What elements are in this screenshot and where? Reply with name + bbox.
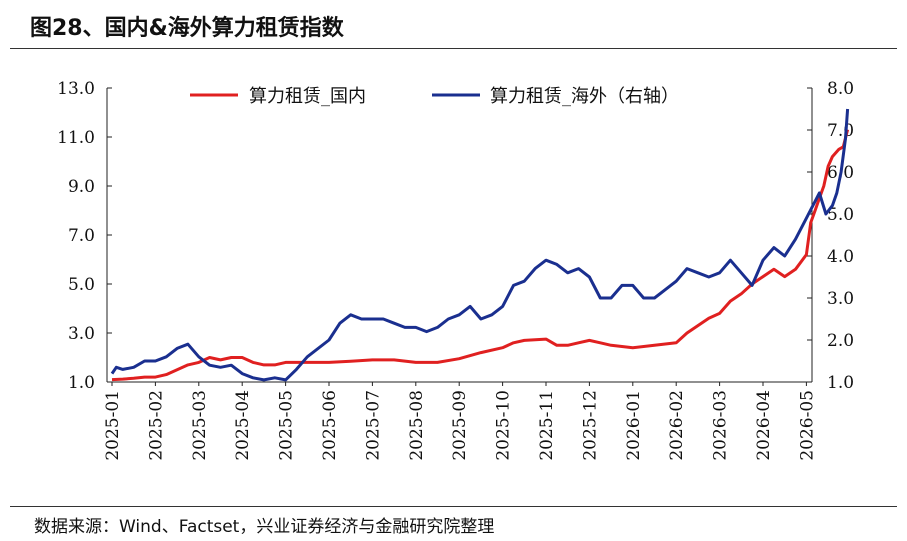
x-tick-label: 2026-01 — [624, 390, 644, 461]
source-note: 数据来源：Wind、Factset，兴业证券经济与金融研究院整理 — [34, 517, 495, 537]
right-tick-label: 2.0 — [827, 331, 854, 351]
x-tick-label: 2025-05 — [277, 390, 297, 461]
x-tick-label: 2025-06 — [320, 390, 340, 461]
x-tick-label: 2025-11 — [537, 390, 557, 461]
x-tick-label: 2025-01 — [103, 390, 123, 461]
x-tick-label: 2025-12 — [580, 390, 600, 461]
series-layer — [110, 108, 850, 382]
left-tick-label: 3.0 — [68, 324, 95, 344]
series-line-domestic — [111, 129, 850, 382]
series-line-overseas — [110, 108, 850, 382]
legend-label: 算力租赁_海外（右轴） — [490, 86, 679, 107]
x-tick-label: 2025-10 — [494, 390, 514, 461]
right-tick-label: 1.0 — [827, 373, 854, 393]
x-tick-label: 2025-07 — [363, 390, 383, 461]
title-rule — [10, 48, 897, 49]
left-tick-label: 7.0 — [68, 226, 95, 246]
left-tick-label: 13.0 — [57, 79, 95, 99]
left-tick-label: 11.0 — [57, 128, 95, 148]
x-tick-label: 2026-02 — [667, 390, 687, 461]
right-tick-label: 3.0 — [827, 289, 854, 309]
left-tick-label: 5.0 — [68, 275, 95, 295]
source-rule — [10, 506, 897, 507]
legend: 算力租赁_国内 算力租赁_海外（右轴） — [190, 86, 679, 107]
left-tick-label: 1.0 — [68, 373, 95, 393]
right-tick-label: 4.0 — [827, 247, 854, 267]
axes: 1.03.05.07.09.011.013.01.02.03.04.05.06.… — [57, 79, 854, 461]
x-tick-label: 2026-05 — [797, 390, 817, 461]
right-tick-label: 5.0 — [827, 205, 854, 225]
x-tick-label: 2026-03 — [711, 390, 731, 461]
x-tick-label: 2025-04 — [233, 390, 253, 461]
right-tick-label: 8.0 — [827, 79, 854, 99]
x-tick-label: 2025-03 — [190, 390, 210, 461]
x-tick-label: 2025-02 — [146, 390, 166, 461]
legend-label: 算力租赁_国内 — [249, 86, 366, 107]
right-tick-label: 7.0 — [827, 121, 854, 141]
x-tick-label: 2025-08 — [407, 390, 427, 461]
figure-title: 图28、国内&海外算力租赁指数 — [30, 16, 344, 41]
x-tick-label: 2026-04 — [754, 390, 774, 461]
left-tick-label: 9.0 — [68, 177, 95, 197]
x-tick-label: 2025-09 — [450, 390, 470, 461]
